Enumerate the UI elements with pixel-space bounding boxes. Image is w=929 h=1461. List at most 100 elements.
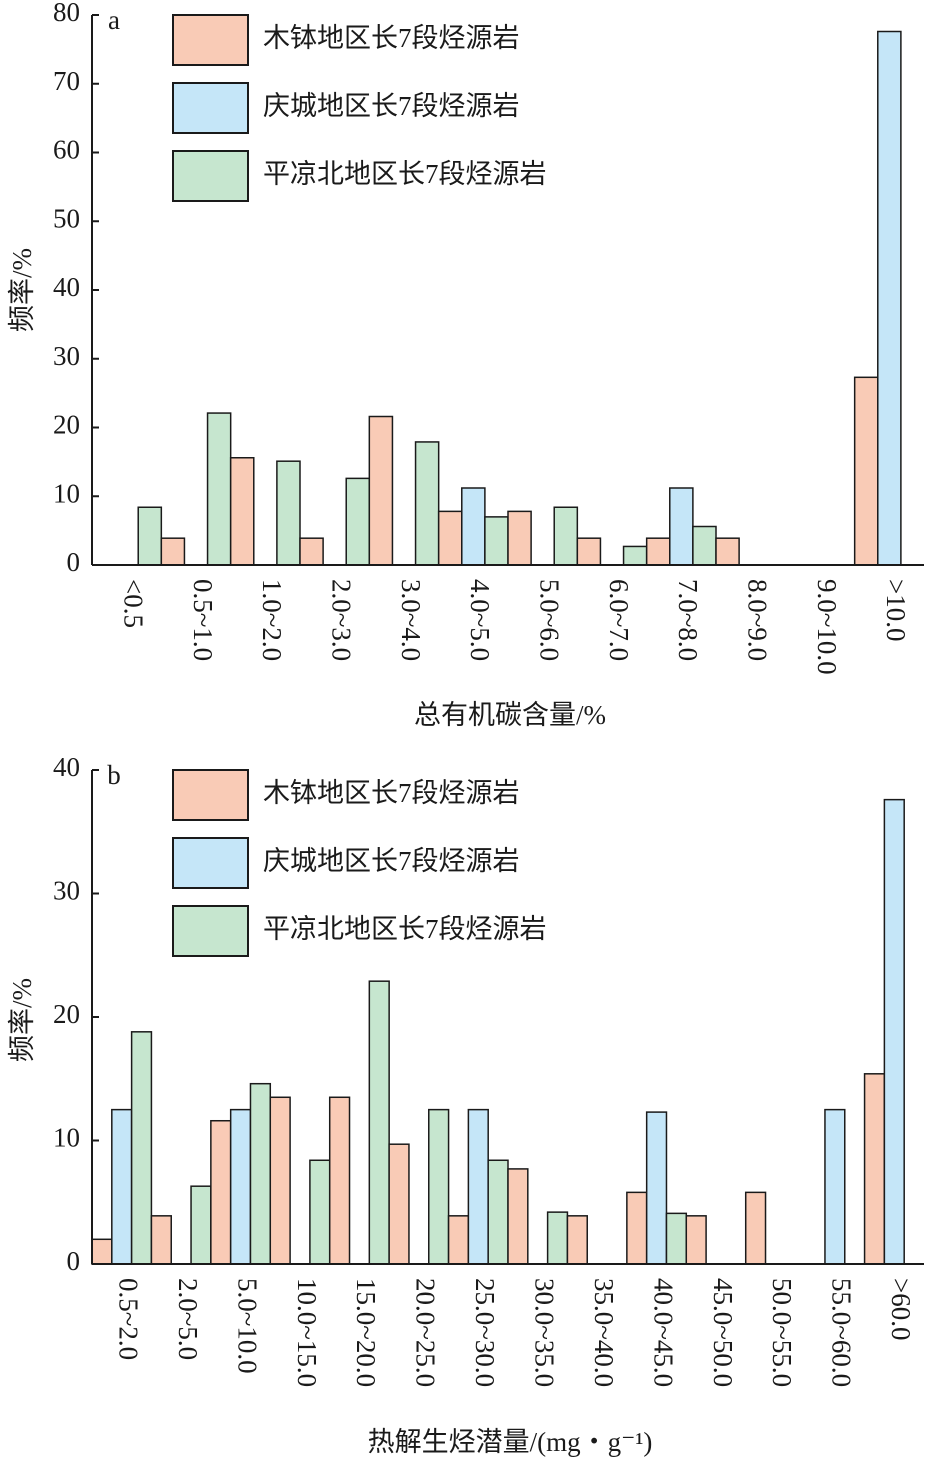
bar xyxy=(744,1191,767,1265)
bar xyxy=(507,510,532,566)
bar xyxy=(546,1211,569,1265)
legend-swatch xyxy=(172,150,249,202)
x-tick-label: 2.0~3.0 xyxy=(326,579,356,661)
bar xyxy=(447,1215,470,1265)
x-tick-label: 4.0~5.0 xyxy=(465,579,495,661)
bar xyxy=(692,525,717,566)
x-tick-label: <0.5 xyxy=(118,579,148,628)
legend-swatch xyxy=(172,82,249,134)
bar xyxy=(299,537,324,566)
bar xyxy=(715,537,740,566)
legend-label: 平凉北地区长7段烃源岩 xyxy=(263,914,547,944)
x-tick-label: 0.5~1.0 xyxy=(188,579,218,661)
bar xyxy=(414,441,440,566)
legend-label: 木钵地区长7段烃源岩 xyxy=(263,778,520,808)
bar xyxy=(276,460,301,566)
bar xyxy=(437,510,463,566)
x-tick-label: 45.0~50.0 xyxy=(708,1278,738,1387)
y-tick-label: 40 xyxy=(53,752,80,782)
bar xyxy=(665,1212,688,1265)
panel-label: a xyxy=(108,5,120,35)
y-tick-label: 40 xyxy=(53,272,80,302)
bar xyxy=(368,415,394,566)
y-tick-label: 70 xyxy=(53,66,80,96)
bar xyxy=(824,1108,846,1265)
bar xyxy=(91,1238,113,1265)
x-tick-label: 10.0~15.0 xyxy=(292,1278,322,1387)
legend-label: 平凉北地区长7段烃源岩 xyxy=(263,159,547,189)
x-tick-label: 5.0~10.0 xyxy=(232,1278,262,1374)
y-tick-label: 60 xyxy=(53,135,80,165)
bar xyxy=(150,1215,172,1265)
y-axis-label: 频率/% xyxy=(7,248,37,332)
bar xyxy=(645,537,671,566)
x-tick-label: >10.0 xyxy=(881,579,911,641)
x-tick-label: 35.0~40.0 xyxy=(589,1278,619,1387)
bar xyxy=(553,506,579,566)
legend-swatch xyxy=(172,769,249,821)
bar xyxy=(853,376,879,566)
bar xyxy=(345,477,371,566)
y-tick-label: 80 xyxy=(53,0,80,27)
bar xyxy=(249,1082,272,1265)
x-tick-label: 9.0~10.0 xyxy=(812,579,842,675)
bar xyxy=(130,1031,153,1265)
legend-label: 木钵地区长7段烃源岩 xyxy=(263,23,520,53)
x-tick-label: 25.0~30.0 xyxy=(470,1278,500,1387)
bar xyxy=(626,1191,648,1265)
x-tick-label: 1.0~2.0 xyxy=(257,579,287,661)
legend-swatch xyxy=(172,837,249,889)
bar xyxy=(883,798,905,1265)
y-tick-label: 20 xyxy=(53,999,80,1029)
bar xyxy=(877,30,902,566)
bar xyxy=(229,1108,252,1265)
bar xyxy=(487,1159,509,1265)
bar xyxy=(576,537,602,566)
bar xyxy=(111,1108,133,1265)
x-tick-label: 15.0~20.0 xyxy=(351,1278,381,1387)
bar xyxy=(368,980,390,1265)
legend-label: 庆城地区长7段烃源岩 xyxy=(263,91,520,121)
bar xyxy=(328,1096,351,1265)
x-tick-label: 0.5~2.0 xyxy=(114,1278,144,1360)
x-tick-label: 2.0~5.0 xyxy=(173,1278,203,1360)
legend-label: 庆城地区长7段烃源岩 xyxy=(263,846,520,876)
bar xyxy=(206,412,232,566)
x-tick-label: 8.0~9.0 xyxy=(742,579,772,661)
bar xyxy=(388,1143,410,1265)
x-tick-label: 30.0~35.0 xyxy=(530,1278,560,1387)
bar xyxy=(685,1215,707,1265)
bar xyxy=(467,1108,489,1265)
y-tick-label: 50 xyxy=(53,203,80,233)
bar xyxy=(645,1111,668,1265)
x-tick-label: 40.0~45.0 xyxy=(648,1278,678,1387)
y-tick-label: 30 xyxy=(53,341,80,371)
x-tick-label: >60.0 xyxy=(886,1278,916,1340)
x-tick-label: 7.0~8.0 xyxy=(673,579,703,661)
bar xyxy=(507,1168,529,1265)
x-tick-label: 5.0~6.0 xyxy=(534,579,564,661)
y-axis-label: 频率/% xyxy=(7,978,37,1062)
y-tick-label: 20 xyxy=(53,410,80,440)
bar xyxy=(484,516,509,566)
bar xyxy=(622,545,648,566)
y-tick-label: 0 xyxy=(67,547,81,577)
bar xyxy=(137,506,163,566)
x-axis-label: 热解生烃潜量/(mg・g⁻¹) xyxy=(368,1427,653,1457)
panel-label: b xyxy=(107,760,121,790)
x-tick-label: 6.0~7.0 xyxy=(604,579,634,661)
y-tick-label: 0 xyxy=(67,1246,81,1276)
x-tick-label: 20.0~25.0 xyxy=(411,1278,441,1387)
bar xyxy=(269,1096,291,1265)
bar xyxy=(229,457,255,566)
x-axis-label: 总有机碳含量/% xyxy=(414,700,606,730)
y-tick-label: 10 xyxy=(53,478,80,508)
bar xyxy=(160,537,186,566)
bar xyxy=(461,487,486,566)
bar xyxy=(190,1185,212,1265)
bar xyxy=(863,1073,886,1265)
x-tick-label: 55.0~60.0 xyxy=(827,1278,857,1387)
bar xyxy=(210,1119,232,1265)
legend-swatch xyxy=(172,14,249,66)
